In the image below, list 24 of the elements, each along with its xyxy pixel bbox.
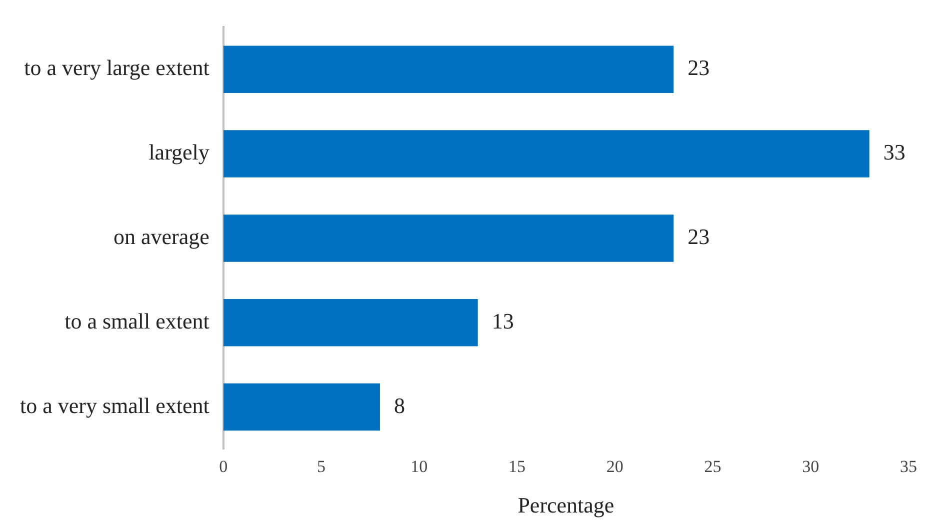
x-tick-label: 15 (508, 456, 526, 476)
data-label: 23 (688, 224, 710, 249)
bar (223, 214, 674, 262)
x-tick-label: 0 (219, 456, 228, 476)
x-tick-label: 10 (410, 456, 428, 476)
x-tick-label: 25 (704, 456, 722, 476)
data-label: 23 (688, 55, 710, 80)
bar (223, 46, 674, 94)
y-tick-label: to a very large extent (24, 55, 210, 80)
x-tick-label: 35 (900, 456, 917, 476)
data-label: 13 (492, 308, 514, 334)
y-tick-label: on average (113, 224, 210, 249)
x-axis-title: Percentage (518, 492, 614, 518)
y-tick-label: to a very small extent (20, 392, 210, 418)
y-tick-label: largely (148, 140, 210, 165)
bar (223, 298, 478, 346)
bar (223, 130, 870, 178)
data-label: 8 (394, 392, 405, 418)
bar (223, 383, 380, 431)
y-tick-label: to a small extent (64, 308, 210, 334)
data-label: 33 (883, 140, 906, 165)
x-tick-label: 5 (317, 456, 326, 476)
x-tick-label: 20 (606, 456, 624, 476)
x-tick-label: 30 (802, 456, 820, 476)
